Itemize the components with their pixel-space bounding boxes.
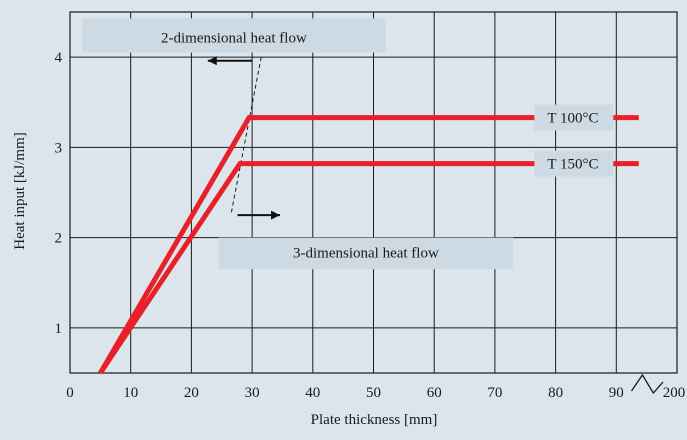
x-tick-label-break: 200 — [663, 385, 686, 401]
y-tick-label: 2 — [55, 231, 63, 247]
transition-dashed-line — [230, 57, 262, 216]
y-axis-title: Heat input [kJ/mm] — [12, 132, 28, 249]
arrow-right — [237, 210, 281, 220]
axis-ticks: 0 10 20 30 40 50 60 70 80 90 200 1 2 3 4 — [55, 50, 686, 401]
series-label-box — [534, 104, 614, 131]
grid — [69, 11, 678, 374]
x-tick-label: 0 — [66, 385, 74, 401]
y-tick-label: 4 — [55, 50, 63, 66]
x-tick-label: 80 — [548, 385, 563, 401]
axis-break-icon — [630, 373, 664, 395]
arrow-left — [207, 56, 253, 66]
series-label-box — [534, 150, 614, 177]
y-tick-label: 3 — [55, 140, 63, 156]
three-dim-label: 3-dimensional heat flow — [293, 245, 439, 261]
two-dim-label: 2-dimensional heat flow — [161, 31, 307, 47]
x-tick-label: 20 — [184, 385, 199, 401]
x-tick-label: 90 — [609, 385, 624, 401]
y-tick-label: 1 — [55, 321, 63, 337]
x-tick-label: 60 — [427, 385, 442, 401]
two-dim-box — [82, 18, 386, 53]
x-tick-label: 70 — [487, 385, 502, 401]
series-lines: T 100°C T 150°C — [98, 104, 639, 375]
annotation-boxes: 2-dimensional heat flow 3-dimensional hea… — [82, 18, 514, 270]
x-tick-label: 10 — [123, 385, 138, 401]
series-label: T 150°C — [547, 157, 598, 173]
x-tick-label: 50 — [366, 385, 381, 401]
three-dim-box — [218, 237, 514, 270]
x-tick-label: 30 — [245, 385, 260, 401]
series-label: T 100°C — [547, 111, 598, 127]
series-line — [98, 161, 623, 375]
x-tick-label: 40 — [305, 385, 320, 401]
series-line — [98, 115, 623, 375]
x-axis-title: Plate thickness [mm] — [311, 412, 438, 428]
